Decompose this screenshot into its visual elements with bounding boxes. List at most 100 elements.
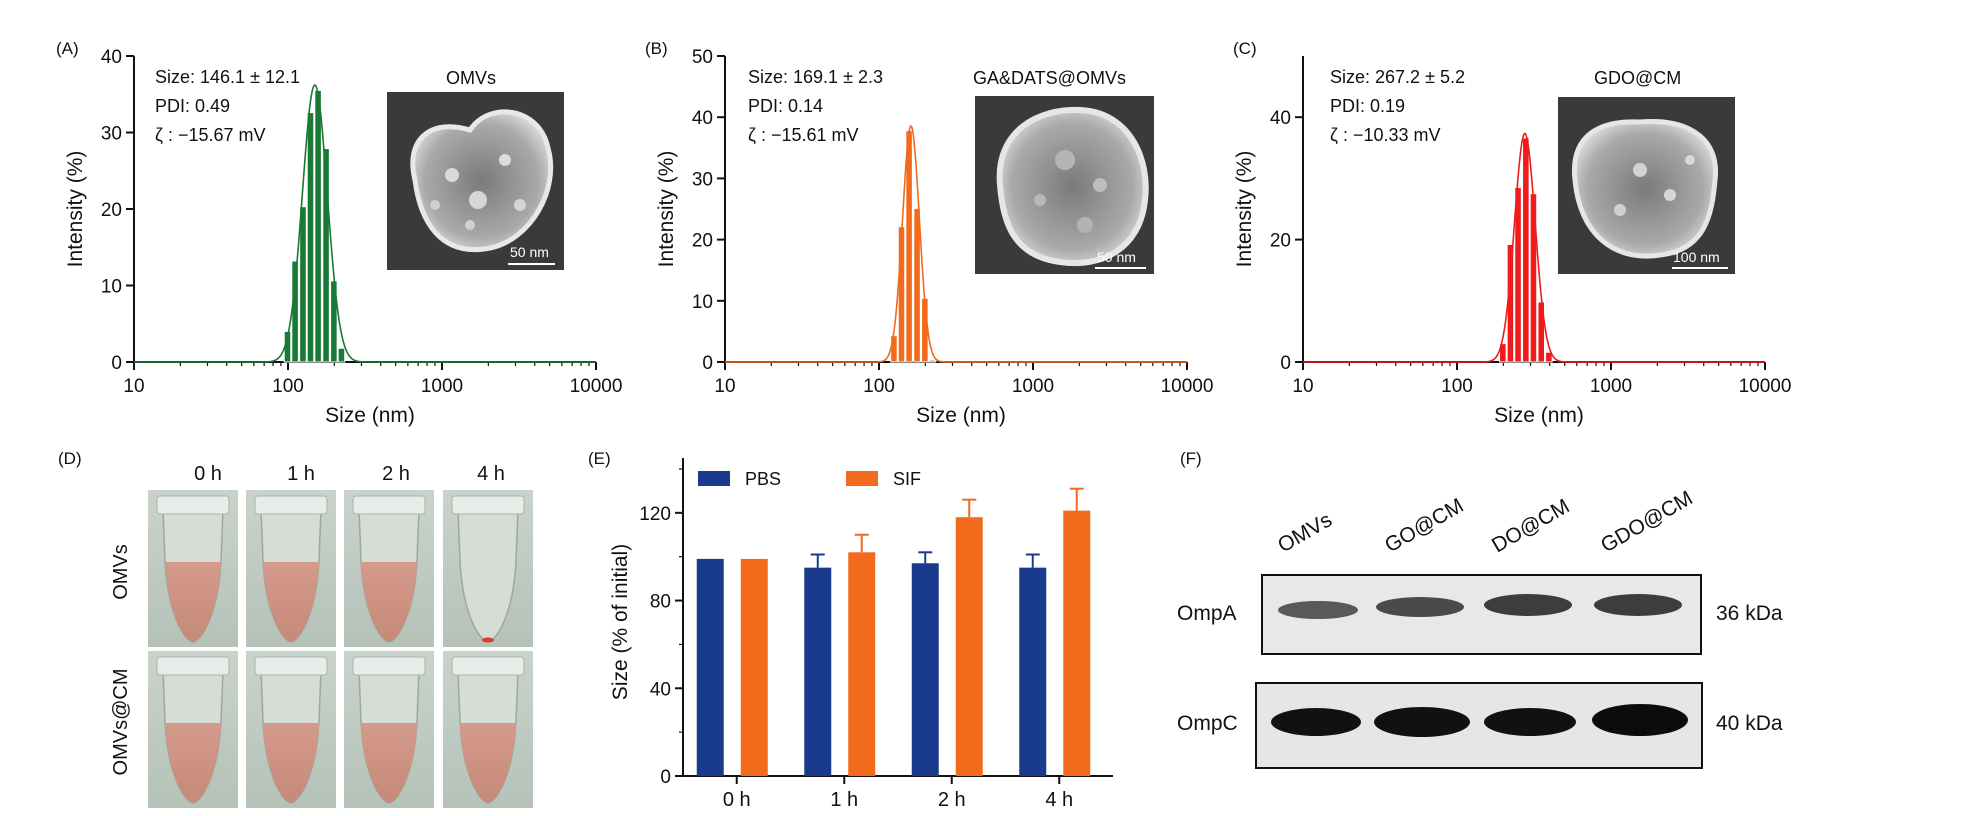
panel-b-pdi-stat: PDI: 0.14 (748, 96, 823, 116)
panel-a-bar (337, 347, 346, 363)
panel-b-y-tick-label: 40 (692, 108, 713, 129)
panel-a-y-tick-label: 0 (111, 353, 122, 374)
panel-a-size-stat: Size: 146.1 ± 12.1 (155, 67, 300, 87)
tube-photo (246, 490, 336, 647)
panel-label-f: (F) (1180, 449, 1202, 468)
time-label-2h: 2 h (382, 463, 410, 485)
panel-a-scalebar-label: 50 nm (510, 244, 549, 260)
panel-c-histogram: (C) 10 100 1000 10000 0 20 40 Size (nm) Intensit… (1233, 39, 1791, 427)
tube-photo (246, 651, 336, 808)
tube-liquid (263, 723, 319, 803)
panel-e-x-tick-label: 0 h (723, 789, 751, 811)
panel-c-bar (1522, 137, 1530, 363)
panel-b-title: GA&DATS@OMVs (973, 68, 1126, 88)
tem-image-omvs: 50 nm (387, 92, 564, 270)
tube-liquid (165, 723, 221, 803)
panel-label-b: (B) (645, 39, 668, 58)
panel-c-scalebar-label: 100 nm (1673, 249, 1720, 265)
panel-e-x-tick-label: 4 h (1045, 789, 1073, 811)
panel-c-pdi-stat: PDI: 0.19 (1330, 96, 1405, 116)
panel-b-x-tick-label: 100 (863, 376, 895, 397)
row-label-omvs: OMVs (110, 544, 132, 600)
panel-c-x-tick-label: 100 (1441, 376, 1473, 397)
panel-e-axes: 0 40 80 120 Size (% of initial) 0 h 1 h 2 h 4 h (609, 458, 1113, 811)
panel-a-y-tick-label: 40 (101, 47, 122, 68)
panel-b-y-tick-label: 50 (692, 47, 713, 68)
panel-a-bar (322, 148, 330, 363)
legend-label-sif: SIF (893, 469, 921, 489)
panel-a-bar (306, 112, 315, 363)
panel-a-zeta-stat: ζ : −15.67 mV (155, 125, 266, 145)
tube-photo (344, 490, 434, 647)
panel-b-y-tick-label: 10 (692, 292, 713, 313)
panel-e-bars (696, 487, 1091, 776)
panel-a-x-tick-label: 10 (123, 376, 144, 397)
tube-photo (443, 490, 533, 647)
panel-b-scalebar-label: 50 nm (1097, 249, 1136, 265)
panel-e-y-tick-label: 80 (650, 592, 671, 613)
panel-b-y-tick-label: 30 (692, 169, 713, 190)
tube-photo (443, 651, 533, 808)
panel-a-bar (299, 206, 307, 363)
legend-swatch-pbs (698, 471, 730, 486)
panel-e-y-tick-label: 120 (639, 504, 671, 525)
panel-c-bars (1499, 137, 1553, 363)
panel-c-x-axis-label: Size (nm) (1494, 404, 1584, 427)
panel-e-bar-sif (955, 517, 983, 776)
panel-b-bar (890, 335, 898, 363)
panel-e-bar-sif (1063, 510, 1091, 776)
blot-label-ompc: OmpC (1177, 712, 1238, 735)
panel-c-size-stat: Size: 267.2 ± 5.2 (1330, 67, 1465, 87)
blot-ompa (1261, 574, 1702, 655)
panel-c-title: GDO@CM (1594, 68, 1681, 88)
row-label-omvs-cm: OMVs@CM (110, 669, 132, 776)
panel-e-bar-chart: (E) 0 40 80 120 Size (% of initial) 0 h 1 h 2 h… (588, 449, 1113, 811)
panel-b-y-axis-label: Intensity (%) (655, 151, 678, 268)
panel-b-y-tick-label: 20 (692, 231, 713, 252)
panel-c-fit-curve (1303, 132, 1766, 363)
time-label-0h: 0 h (194, 463, 222, 485)
panel-b-bar (928, 359, 937, 363)
panel-e-bar-sif (740, 558, 768, 776)
tube-photo (148, 651, 238, 808)
tube-liquid (361, 723, 417, 803)
time-label-1h: 1 h (287, 463, 315, 485)
tube-liquid (460, 723, 516, 803)
panel-label-a: (A) (56, 39, 79, 58)
panel-f-western-blot: (F) OMVs GO@CM DO@CM GDO@CM OmpA 36 kDa … (1177, 449, 1783, 769)
panel-c-x-tick-label: 10000 (1739, 376, 1792, 397)
tem-image-ga-dats-omvs: 50 nm (975, 96, 1154, 274)
panel-a-y-tick-label: 30 (101, 124, 122, 145)
legend-label-pbs: PBS (745, 469, 781, 489)
tem-image-gdo-cm: 100 nm (1558, 97, 1735, 274)
panel-a-x-tick-label: 100 (272, 376, 304, 397)
panel-b-bars (890, 130, 937, 363)
panel-b-bar (905, 130, 913, 363)
panel-label-d: (D) (58, 449, 82, 468)
panel-e-bar-pbs (696, 558, 724, 776)
panel-c-bar (1529, 193, 1538, 363)
panel-a-x-tick-label: 1000 (421, 376, 463, 397)
panel-a-title: OMVs (446, 68, 496, 88)
panel-b-fit-curve (725, 125, 1188, 363)
panel-e-bar-pbs (911, 563, 939, 776)
panel-e-y-tick-label: 0 (660, 767, 671, 788)
blot-size-ompc: 40 kDa (1716, 712, 1783, 735)
tube-liquid (165, 562, 221, 642)
panel-e-x-tick-label: 1 h (830, 789, 858, 811)
panel-d-tube-photos: (D) 0 h 1 h 2 h 4 h OMVs OMVs@CM (58, 449, 533, 808)
panel-b-x-tick-label: 10 (714, 376, 735, 397)
tube-photo (148, 490, 238, 647)
panel-c-bar (1499, 343, 1507, 363)
panel-e-y-tick-label: 40 (650, 679, 671, 700)
panel-b-x-axis-label: Size (nm) (916, 404, 1006, 427)
panel-c-zeta-stat: ζ : −10.33 mV (1330, 125, 1441, 145)
lane-label-go-cm: GO@CM (1381, 494, 1468, 557)
panel-c-y-tick-label: 0 (1280, 353, 1291, 374)
panel-b-x-tick-label: 10000 (1161, 376, 1214, 397)
panel-c-y-tick-label: 40 (1270, 108, 1291, 129)
panel-c-x-tick-label: 1000 (1590, 376, 1632, 397)
